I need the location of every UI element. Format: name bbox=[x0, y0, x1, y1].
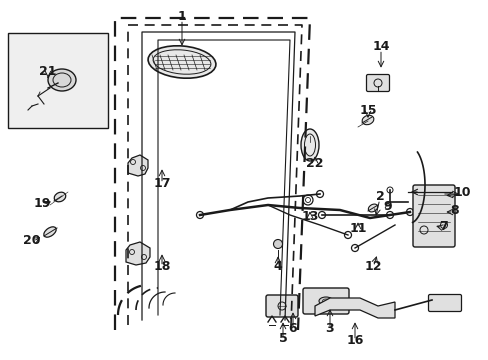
Text: 22: 22 bbox=[305, 157, 323, 170]
Text: 5: 5 bbox=[278, 332, 287, 345]
Text: 2: 2 bbox=[375, 189, 384, 202]
FancyBboxPatch shape bbox=[366, 75, 389, 91]
Text: 14: 14 bbox=[371, 40, 389, 53]
Ellipse shape bbox=[44, 227, 56, 237]
Text: 9: 9 bbox=[383, 199, 391, 212]
Text: 16: 16 bbox=[346, 333, 363, 346]
Text: 12: 12 bbox=[364, 260, 381, 273]
Ellipse shape bbox=[362, 115, 373, 125]
Ellipse shape bbox=[406, 208, 413, 216]
FancyBboxPatch shape bbox=[303, 288, 348, 314]
Ellipse shape bbox=[344, 231, 351, 239]
Text: 21: 21 bbox=[39, 64, 57, 77]
Text: 11: 11 bbox=[348, 221, 366, 234]
Polygon shape bbox=[126, 242, 150, 265]
Ellipse shape bbox=[316, 190, 323, 198]
Text: 8: 8 bbox=[450, 203, 458, 216]
Bar bbox=[8, 33, 108, 128]
Polygon shape bbox=[314, 298, 394, 318]
FancyBboxPatch shape bbox=[412, 185, 454, 247]
Ellipse shape bbox=[351, 244, 358, 252]
Text: 15: 15 bbox=[359, 104, 376, 117]
Ellipse shape bbox=[386, 212, 393, 219]
FancyBboxPatch shape bbox=[427, 294, 461, 311]
Ellipse shape bbox=[318, 212, 325, 219]
Text: 3: 3 bbox=[325, 321, 334, 334]
Text: 20: 20 bbox=[23, 234, 41, 247]
Ellipse shape bbox=[303, 195, 312, 205]
Ellipse shape bbox=[148, 46, 216, 78]
Ellipse shape bbox=[301, 129, 318, 161]
Ellipse shape bbox=[367, 204, 377, 212]
Ellipse shape bbox=[196, 212, 203, 219]
FancyBboxPatch shape bbox=[265, 295, 297, 317]
Text: 6: 6 bbox=[288, 321, 297, 334]
Text: 19: 19 bbox=[33, 197, 51, 210]
Ellipse shape bbox=[273, 239, 282, 248]
Polygon shape bbox=[128, 155, 148, 176]
Text: 10: 10 bbox=[452, 185, 470, 198]
Text: 17: 17 bbox=[153, 176, 170, 189]
Ellipse shape bbox=[48, 69, 76, 91]
Text: 13: 13 bbox=[301, 210, 318, 222]
Ellipse shape bbox=[318, 297, 332, 305]
Text: 7: 7 bbox=[439, 220, 447, 233]
Text: 4: 4 bbox=[273, 260, 282, 273]
Text: 1: 1 bbox=[177, 9, 186, 23]
Text: 18: 18 bbox=[153, 260, 170, 273]
Ellipse shape bbox=[54, 192, 65, 202]
